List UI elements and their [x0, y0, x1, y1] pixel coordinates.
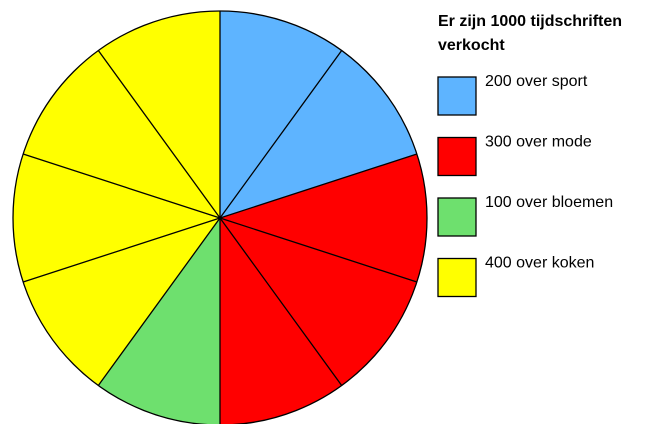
- slice-divider: [219, 217, 343, 386]
- slice-divider: [219, 153, 418, 219]
- legend-label: 400 over koken: [485, 255, 594, 272]
- slice-divider: [219, 50, 343, 219]
- pie-slice: [98, 218, 220, 424]
- slice-divider: [22, 217, 221, 283]
- pie-slice: [220, 154, 427, 424]
- chart-title: Er zijn 1000 tijdschriften verkocht: [438, 13, 623, 54]
- slice-divider: [97, 50, 221, 219]
- slice-divider: [97, 217, 221, 386]
- legend-swatch: [437, 257, 477, 298]
- pie-outline: [12, 10, 428, 424]
- pie-slice: [12, 11, 221, 386]
- slice-divider: [22, 153, 221, 219]
- slice-divider: [219, 217, 418, 283]
- legend-swatch: [437, 197, 477, 237]
- legend-label: 200 over sport: [485, 73, 588, 90]
- legend-label: 100 over bloemen: [485, 194, 613, 211]
- legend-swatch: [437, 76, 477, 116]
- legend-label: 300 over mode: [485, 134, 592, 151]
- legend-swatch: [437, 136, 477, 177]
- pie-slice: [220, 11, 417, 218]
